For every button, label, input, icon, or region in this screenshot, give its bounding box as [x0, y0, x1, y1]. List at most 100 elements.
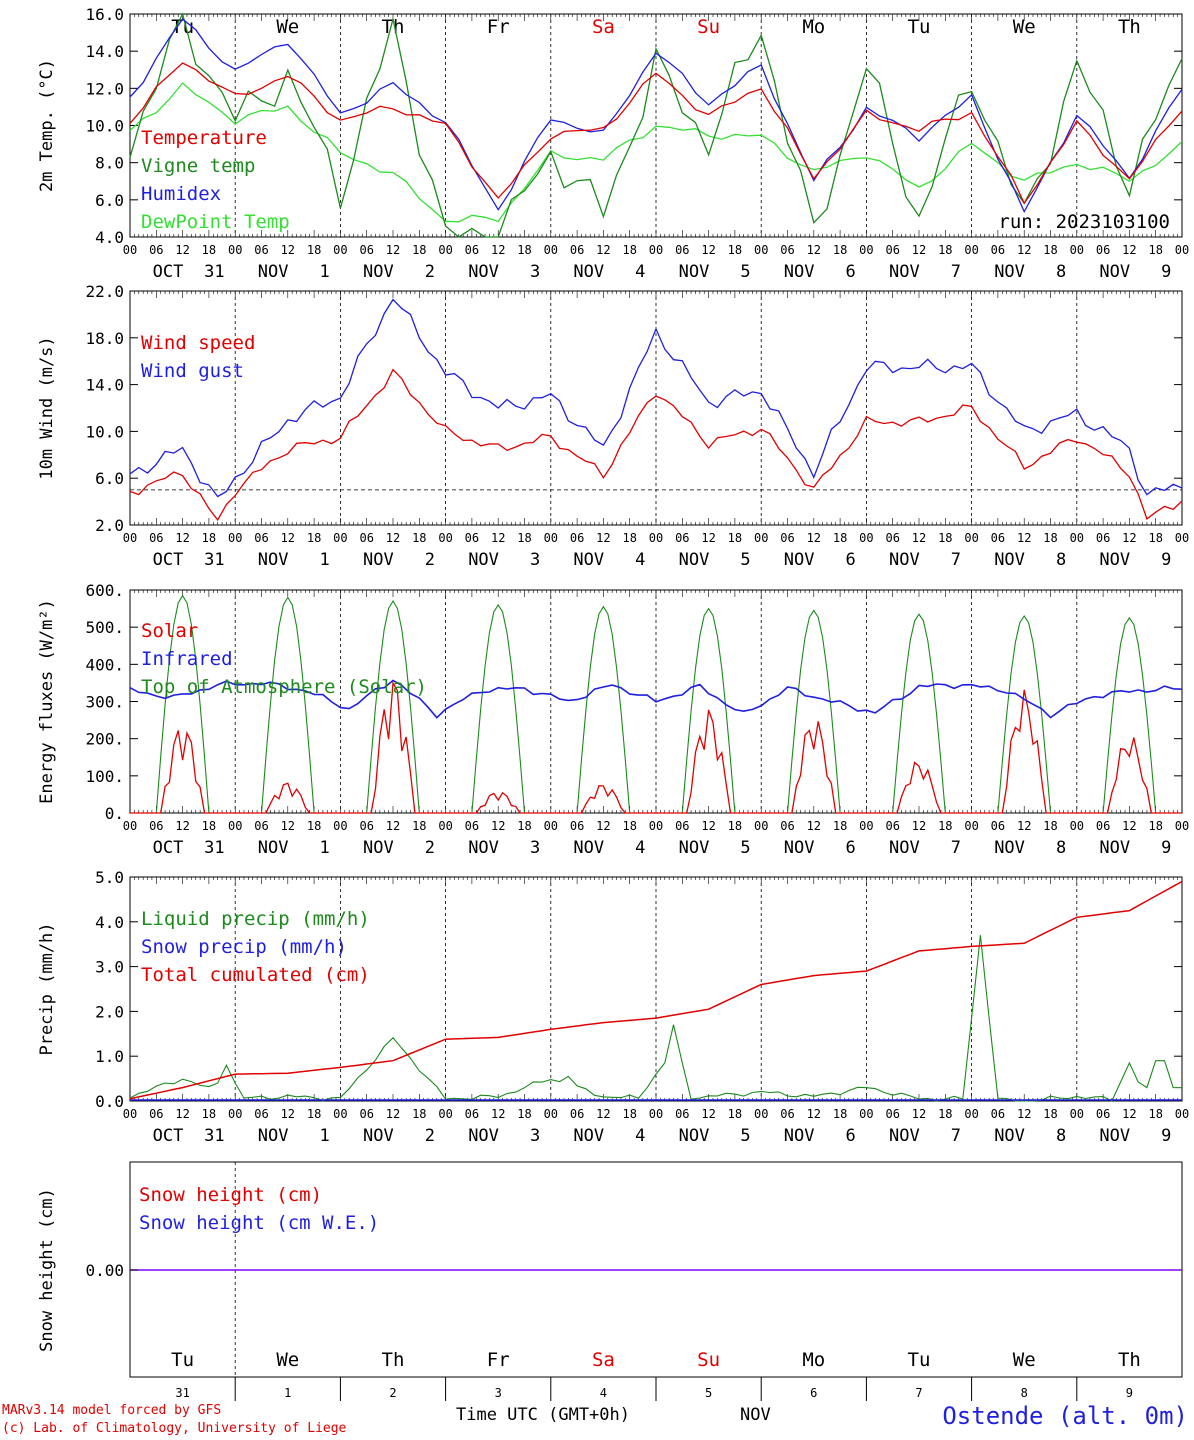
- panel-4-legend-snow-height-cm-w-e-: Snow height (cm W.E.): [139, 1212, 379, 1234]
- panel-0-y-tick-label: 4.0: [95, 228, 124, 247]
- panel-1-day-month: NOV: [994, 550, 1025, 570]
- panel-1-day-number: 3: [530, 550, 540, 570]
- panel-2-hour-label: 18: [412, 819, 426, 833]
- panel-3-y-tick-label: 0.0: [95, 1092, 124, 1111]
- panel-0-hour-label: 18: [307, 243, 321, 257]
- panel-0-hour-label: 18: [412, 243, 426, 257]
- panel-2-hour-label: 00: [544, 819, 558, 833]
- panel-3-hour-label: 18: [1148, 1107, 1162, 1121]
- panel-2-hour-label: 06: [780, 819, 794, 833]
- panel-3-day-number: 2: [425, 1126, 435, 1146]
- panel-3-hour-label: 00: [859, 1107, 873, 1121]
- panel-1-hour-label: 12: [1017, 531, 1031, 545]
- panel-0-weekday: Tu: [908, 16, 931, 38]
- panel-4-day-number: 8: [1021, 1386, 1028, 1400]
- panel-2-day-month: OCT: [153, 838, 184, 858]
- panel-2-hour-label: 06: [991, 819, 1005, 833]
- panel-2-legend-solar: Solar: [141, 620, 198, 642]
- panel-3-hour-label: 18: [1043, 1107, 1057, 1121]
- panel-2-hour-label: 00: [964, 819, 978, 833]
- panel-3-hour-label: 12: [386, 1107, 400, 1121]
- panel-1-day-number: 8: [1056, 550, 1066, 570]
- panel-2-hour-label: 00: [123, 819, 137, 833]
- panel-0-hour-label: 12: [596, 243, 610, 257]
- panel-1-y-tick-label: 10.0: [85, 422, 124, 441]
- panel-4-weekday: We: [1013, 1349, 1036, 1371]
- panel-3-day-month: NOV: [258, 1126, 289, 1146]
- panel-3-hour-label: 00: [1070, 1107, 1084, 1121]
- panel-3-hour-label: 00: [1175, 1107, 1189, 1121]
- panel-4-day-number: 4: [600, 1386, 607, 1400]
- panel-0-hour-label: 06: [1096, 243, 1110, 257]
- panel-2-hour-label: 18: [517, 819, 531, 833]
- panel-3-hour-label: 18: [517, 1107, 531, 1121]
- panel-1-hour-label: 06: [885, 531, 899, 545]
- panel-0-day-number: 31: [204, 262, 224, 282]
- panel-0-day-number: 7: [951, 262, 961, 282]
- panel-3-hour-label: 06: [359, 1107, 373, 1121]
- panel-0-hour-label: 00: [754, 243, 768, 257]
- panel-2-hour-label: 12: [701, 819, 715, 833]
- panel-3-y-tick-label: 2.0: [95, 1002, 124, 1021]
- panel-0-day-number: 3: [530, 262, 540, 282]
- panel-2-day-month: NOV: [679, 838, 710, 858]
- panel-2-day-number: 6: [846, 838, 856, 858]
- panel-2-hour-label: 18: [1043, 819, 1057, 833]
- panel-0-hour-label: 12: [1122, 243, 1136, 257]
- panel-2-hour-label: 06: [885, 819, 899, 833]
- panel-4-weekday: We: [276, 1349, 299, 1371]
- panel-3-day-month: NOV: [784, 1126, 815, 1146]
- panel-0-hour-label: 00: [228, 243, 242, 257]
- panel-3-hour-label: 12: [701, 1107, 715, 1121]
- panel-1-hour-label: 00: [1175, 531, 1189, 545]
- panel-0-hour-label: 12: [386, 243, 400, 257]
- panel-3-y-axis-label: Precip (mm/h): [37, 922, 57, 1055]
- panel-3-day-number: 3: [530, 1126, 540, 1146]
- panel-3-day-month: NOV: [679, 1126, 710, 1146]
- panel-1-day-month: NOV: [784, 550, 815, 570]
- panel-1-hour-label: 00: [754, 531, 768, 545]
- panel-1-hour-label: 18: [833, 531, 847, 545]
- panel-2-hour-label: 12: [596, 819, 610, 833]
- panel-0-hour-label: 06: [359, 243, 373, 257]
- panel-3-hour-label: 12: [281, 1107, 295, 1121]
- panel-2-day-number: 8: [1056, 838, 1066, 858]
- panel-1-day-month: NOV: [468, 550, 499, 570]
- panel-1-hour-label: 18: [307, 531, 321, 545]
- panel-0-hour-label: 12: [1017, 243, 1031, 257]
- panel-0-hour-label: 18: [202, 243, 216, 257]
- panel-3-hour-label: 18: [202, 1107, 216, 1121]
- panel-0-weekday: We: [276, 16, 299, 38]
- panel-2-hour-label: 00: [1070, 819, 1084, 833]
- panel-0-weekday: Sa: [592, 16, 615, 38]
- panel-2-day-month: NOV: [258, 838, 289, 858]
- panel-2-hour-label: 12: [175, 819, 189, 833]
- panel-0-y-tick-label: 10.0: [85, 117, 124, 136]
- panel-4-day-number: 2: [389, 1386, 396, 1400]
- panel-3-day-number: 4: [635, 1126, 645, 1146]
- panel-3-legend-liquid-precip-mm-h-: Liquid precip (mm/h): [141, 908, 370, 930]
- panel-3-hour-label: 00: [754, 1107, 768, 1121]
- panel-0-day-month: OCT: [153, 262, 184, 282]
- panel-0-day-month: NOV: [573, 262, 604, 282]
- panel-2-hour-label: 18: [307, 819, 321, 833]
- panel-0-hour-label: 12: [701, 243, 715, 257]
- panel-3-day-number: 5: [740, 1126, 750, 1146]
- panel-2-hour-label: 18: [938, 819, 952, 833]
- run-label: run: 2023103100: [998, 211, 1170, 233]
- panel-2-hour-label: 18: [622, 819, 636, 833]
- panel-1-hour-label: 18: [1043, 531, 1057, 545]
- panel-2-hour-label: 00: [859, 819, 873, 833]
- panel-1-hour-label: 12: [386, 531, 400, 545]
- panel-2-day-month: NOV: [363, 838, 394, 858]
- panel-2-y-tick-label: 600.: [85, 581, 124, 600]
- panel-3-hour-label: 06: [675, 1107, 689, 1121]
- panel-0-hour-label: 00: [1175, 243, 1189, 257]
- panel-2-hour-label: 18: [728, 819, 742, 833]
- panel-0-y-tick-label: 14.0: [85, 42, 124, 61]
- panel-0-weekday: We: [1013, 16, 1036, 38]
- panel-4-weekday: Th: [382, 1349, 405, 1371]
- panel-0-hour-label: 18: [1148, 243, 1162, 257]
- panel-0-hour-label: 18: [1043, 243, 1057, 257]
- panel-1-day-month: NOV: [258, 550, 289, 570]
